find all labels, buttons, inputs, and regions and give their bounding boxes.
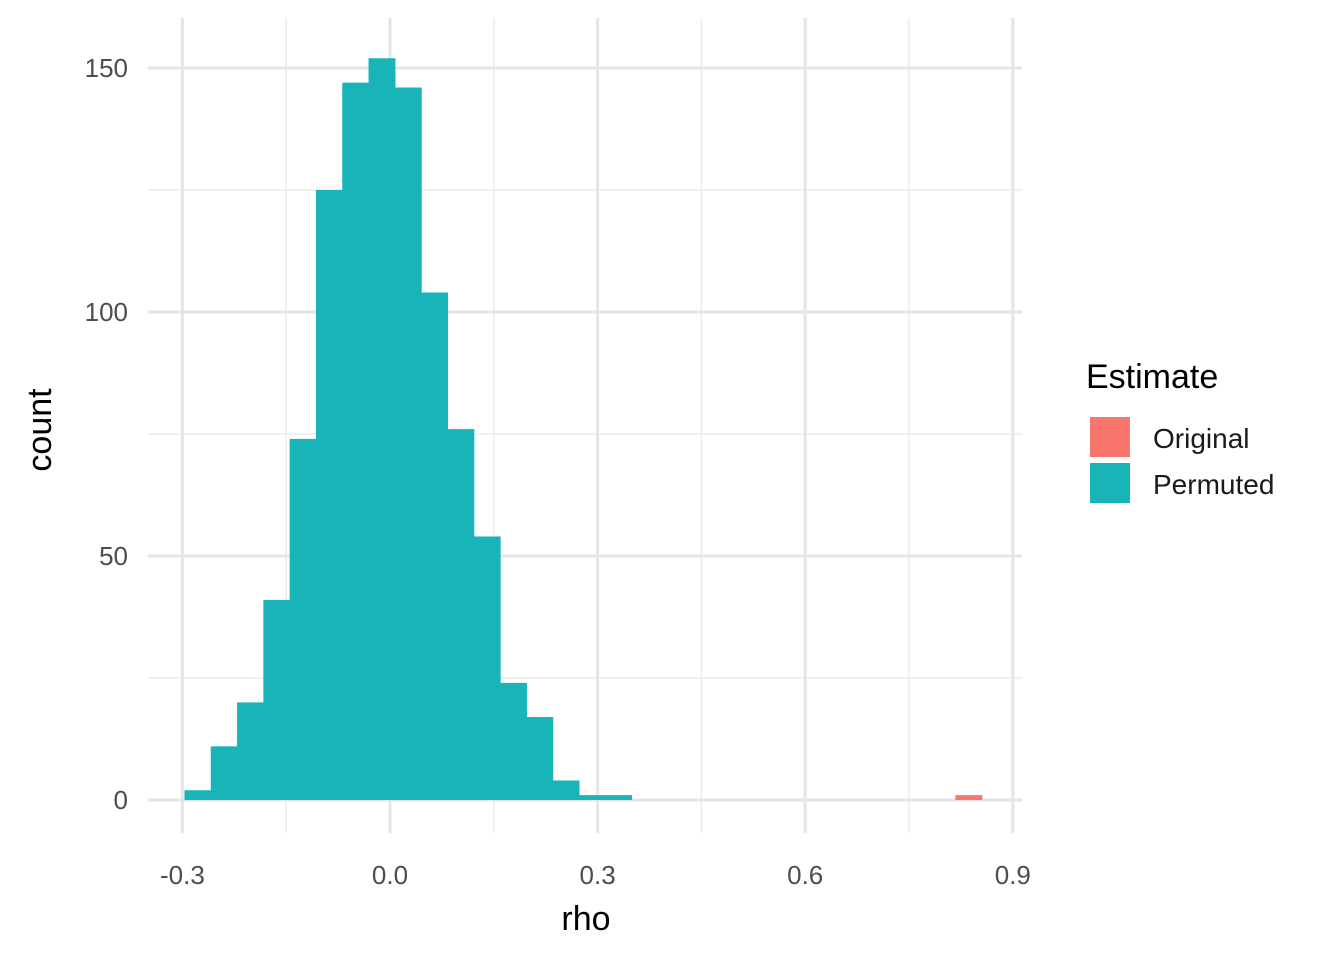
y-tick-label: 0: [114, 785, 128, 815]
bar-permuted: [473, 536, 501, 800]
bar-permuted: [210, 746, 238, 800]
bar-permuted: [421, 292, 449, 800]
x-tick-label: 0.6: [787, 860, 823, 890]
y-tick-label: 100: [85, 297, 128, 327]
bar-permuted: [447, 429, 475, 800]
legend-key-permuted: [1090, 463, 1130, 503]
legend-title: Estimate: [1086, 358, 1218, 396]
bar-permuted: [263, 599, 291, 800]
y-axis-ticks: 0 50 100 150: [85, 53, 128, 815]
bar-permuted: [368, 58, 396, 801]
bar-permuted: [526, 717, 554, 800]
x-tick-label: 0.3: [580, 860, 616, 890]
legend-label-original: Original: [1153, 423, 1249, 454]
x-tick-label: 0.9: [995, 860, 1031, 890]
x-tick-label: -0.3: [160, 860, 205, 890]
bar-permuted: [394, 87, 422, 800]
bar-permuted: [315, 190, 343, 800]
bar-permuted: [500, 682, 527, 800]
y-axis-title: count: [21, 388, 59, 472]
histogram-bars: [184, 58, 983, 801]
bar-permuted: [605, 795, 633, 800]
x-axis-ticks: -0.3 0.0 0.3 0.6 0.9: [160, 860, 1031, 890]
y-tick-label: 50: [99, 541, 128, 571]
bar-permuted: [289, 438, 317, 800]
bar-original: [955, 795, 983, 800]
y-tick-label: 150: [85, 53, 128, 83]
legend-key-original: [1090, 417, 1130, 457]
bar-permuted: [184, 790, 212, 800]
x-tick-label: 0.0: [372, 860, 408, 890]
legend-label-permuted: Permuted: [1153, 469, 1274, 500]
legend: Estimate Original Permuted: [1086, 358, 1274, 503]
bar-permuted: [552, 780, 580, 800]
x-axis-title: rho: [561, 900, 610, 938]
bar-permuted: [342, 82, 370, 800]
bar-permuted: [237, 702, 264, 800]
bar-permuted: [578, 795, 606, 800]
